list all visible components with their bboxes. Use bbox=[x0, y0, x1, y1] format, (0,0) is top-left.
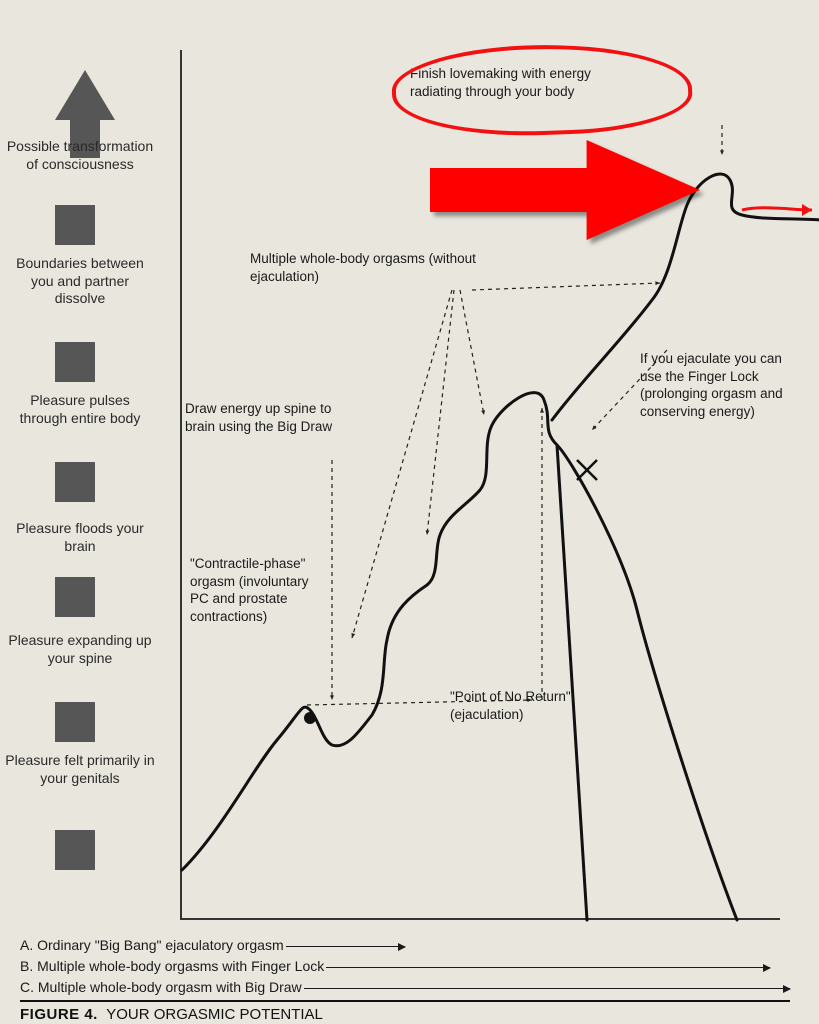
y-axis-label: Pleasure felt primarily in your genitals bbox=[5, 752, 155, 787]
y-axis-label: Possible transformation of consciousness bbox=[5, 138, 155, 173]
y-axis-marker bbox=[55, 702, 95, 742]
x-mark-icon bbox=[577, 460, 597, 480]
axis-arrow-up-icon bbox=[55, 70, 115, 120]
legend-arrow-icon bbox=[326, 967, 770, 968]
legend-row: C. Multiple whole-body orgasm with Big D… bbox=[20, 977, 790, 998]
legend-row: B. Multiple whole-body orgasms with Fing… bbox=[20, 956, 790, 977]
annotation-contractile: "Contractile-phase" orgasm (involuntary … bbox=[190, 555, 320, 625]
bottom-legend: A. Ordinary "Big Bang" ejaculatory orgas… bbox=[20, 935, 790, 998]
y-axis-marker bbox=[55, 830, 95, 870]
y-axis-label: Pleasure expanding up your spine bbox=[5, 632, 155, 667]
annotation-multiple: Multiple whole-body orgasms (without eja… bbox=[250, 250, 490, 285]
legend-arrow-icon bbox=[304, 988, 790, 989]
y-axis-marker bbox=[55, 577, 95, 617]
legend-row: A. Ordinary "Big Bang" ejaculatory orgas… bbox=[20, 935, 790, 956]
figure-number: FIGURE 4. bbox=[20, 1006, 98, 1023]
red-small-arrow-head bbox=[802, 204, 812, 216]
y-axis-marker bbox=[55, 462, 95, 502]
curve-a bbox=[182, 393, 587, 920]
big-red-arrow-icon bbox=[430, 140, 700, 240]
y-axis-label: Pleasure pulses through entire body bbox=[5, 392, 155, 427]
figure-title: FIGURE 4. YOUR ORGASMIC POTENTIAL bbox=[20, 1000, 790, 1023]
annotation-bigdraw: Draw energy up spine to brain using the … bbox=[185, 400, 350, 435]
legend-arrow-icon bbox=[286, 946, 405, 947]
y-axis: Possible transformation of consciousness… bbox=[0, 30, 165, 930]
red-small-arrow bbox=[742, 208, 812, 210]
contractile-dot-icon bbox=[304, 712, 316, 724]
y-axis-label: Pleasure floods your brain bbox=[5, 520, 155, 555]
y-axis-marker bbox=[55, 205, 95, 245]
annotation-fingerlock: If you ejaculate you can use the Finger … bbox=[640, 350, 790, 420]
y-axis-label: Boundaries between you and partner disso… bbox=[5, 255, 155, 308]
legend-label: B. Multiple whole-body orgasms with Fing… bbox=[20, 958, 324, 974]
annotation-pnr: "Point of No Return" (ejaculation) bbox=[450, 688, 630, 723]
legend-label: C. Multiple whole-body orgasm with Big D… bbox=[20, 979, 302, 995]
legend-label: A. Ordinary "Big Bang" ejaculatory orgas… bbox=[20, 937, 284, 953]
y-axis-marker bbox=[55, 342, 95, 382]
figure-title-text: YOUR ORGASMIC POTENTIAL bbox=[106, 1006, 323, 1023]
